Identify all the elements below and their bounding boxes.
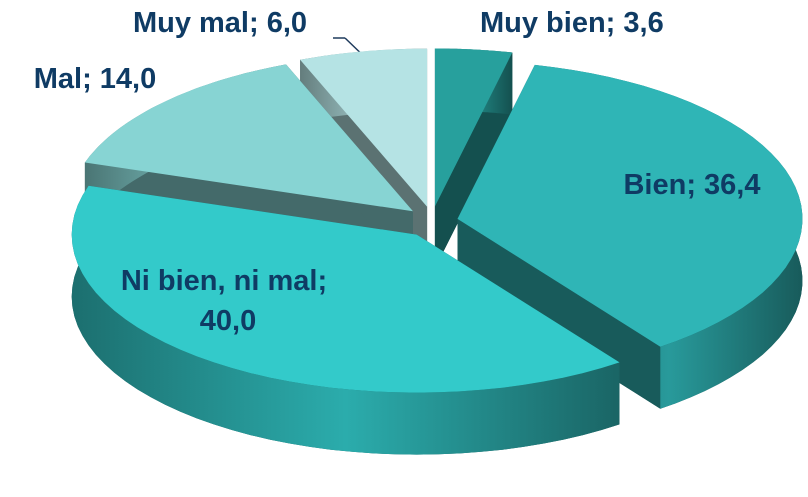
data-label: Mal; 14,0 <box>34 63 157 95</box>
slice-top <box>434 48 513 207</box>
label-separator: ; <box>606 7 624 39</box>
value-label: 40,0 <box>200 305 256 337</box>
category-label: Bien <box>623 169 686 201</box>
category-label: Muy bien <box>480 7 606 39</box>
data-label: Ni bien, ni mal; 40,0 <box>121 265 335 337</box>
category-label: Ni bien, ni mal <box>121 265 318 297</box>
slice-outer-wall <box>71 185 620 455</box>
slice-top <box>71 185 620 393</box>
value-label: 3,6 <box>623 7 663 39</box>
data-label: Muy mal; 6,0 <box>133 7 307 39</box>
category-label: Muy mal <box>133 7 249 39</box>
slice-top <box>457 64 803 347</box>
label-separator: ; <box>249 7 267 39</box>
slice <box>71 185 620 455</box>
data-label: Bien; 36,4 <box>623 169 760 201</box>
label-separator: ; <box>82 63 100 95</box>
data-label: Muy bien; 3,6 <box>480 7 664 39</box>
value-label: 36,4 <box>704 169 760 201</box>
slice-top <box>84 64 414 212</box>
label-separator: ; <box>686 169 704 201</box>
slice-top <box>300 48 428 207</box>
label-separator: ; <box>317 265 335 297</box>
category-label: Mal <box>34 63 82 95</box>
value-label: 14,0 <box>100 63 156 95</box>
value-label: 6,0 <box>267 7 307 39</box>
